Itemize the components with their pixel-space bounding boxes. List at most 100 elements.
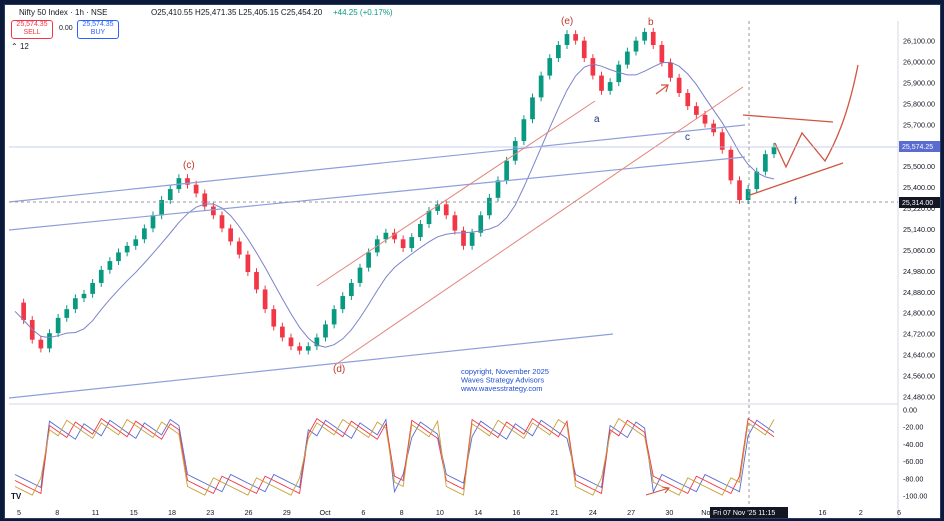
collapse-indicators-button[interactable]: ⌃ 12 [11, 42, 29, 51]
time-tick-label: Nov [701, 508, 714, 517]
candle-body [538, 75, 544, 98]
candle-body [659, 45, 665, 63]
candle-body [400, 239, 406, 249]
time-tick-label: 23 [206, 508, 214, 517]
oscillator-arrow [645, 486, 671, 496]
time-tick-label: Oct [319, 508, 330, 517]
candle-body [392, 232, 397, 240]
candle-body [90, 282, 95, 294]
candle-body [366, 252, 371, 268]
candle-body [763, 154, 768, 172]
candle-body [383, 232, 389, 240]
chart-frame: Nifty 50 Index · 1h · NSE O25,410.55 H25,… [4, 4, 941, 519]
ohlc-readout: O25,410.55 H25,471.35 L25,405.15 C25,454… [151, 8, 323, 17]
candle-body [728, 149, 734, 181]
price-tick-label: 25,060.00 [903, 246, 935, 255]
time-tick-label: 29 [283, 508, 291, 517]
price-tick-label: 26,100.00 [903, 37, 935, 46]
projection-upper-line [742, 114, 834, 123]
candle-body [193, 184, 199, 194]
sell-button[interactable]: 25,574.35 SELL [11, 20, 53, 39]
price-tick-label: 25,800.00 [903, 99, 935, 108]
sell-price: 25,574.35 [16, 21, 48, 28]
time-tick-label: 18 [168, 508, 176, 517]
chevron-up-icon: ⌃ [11, 42, 18, 51]
candle-body [21, 302, 26, 321]
oscillator-tick-label: -100.00 [903, 492, 927, 501]
channel-upper-line [316, 100, 596, 287]
candle-body [668, 62, 673, 78]
crosshair-date-tag-label: Fri 07 Nov '25 11:15 [713, 510, 775, 517]
candle-body [245, 254, 251, 273]
candle-body [236, 241, 242, 255]
candle-body [142, 228, 147, 240]
candle-body [280, 326, 285, 338]
wave-label: f [794, 196, 797, 207]
candle-body [573, 34, 578, 41]
time-tick-label: 2 [859, 508, 863, 517]
candle-body [150, 215, 156, 229]
base-trendline [8, 333, 614, 399]
time-tick-label: 30 [665, 508, 673, 517]
candle-body [547, 58, 553, 76]
candle-body [159, 199, 164, 216]
time-tick-label: 11 [92, 508, 99, 517]
candle-body [167, 189, 173, 200]
candle-body [176, 178, 182, 190]
candle-body [771, 146, 777, 155]
price-axis-panel [898, 5, 940, 518]
candle-body [745, 189, 751, 200]
chart-header: Nifty 50 Index · 1h · NSE O25,410.55 H25,… [19, 8, 393, 17]
time-tick-label: 16 [512, 508, 520, 517]
candle-body [418, 224, 423, 238]
time-tick-label: 26 [245, 508, 253, 517]
candle-body [349, 282, 354, 297]
candle-body [694, 106, 699, 115]
candle-body [262, 289, 268, 310]
candle-body [426, 210, 432, 225]
buy-button[interactable]: 25,574.35 BUY [77, 20, 119, 39]
time-tick-label: 21 [551, 508, 559, 517]
arrow-annotation [655, 84, 669, 95]
price-chart[interactable]: Nifty 50 Index · 1h · NSE O25,410.55 H25,… [5, 5, 940, 518]
candle-body [47, 333, 52, 349]
candle-body [650, 31, 656, 46]
candle-body [331, 309, 337, 325]
candle-body [754, 171, 760, 190]
time-tick-label: 14 [474, 508, 482, 517]
oscillator-tick-label: 0.00 [903, 406, 917, 415]
candle-body [357, 267, 363, 283]
candle-body [564, 34, 570, 46]
time-tick-label: 6 [361, 508, 365, 517]
tradingview-logo: TV [11, 492, 22, 501]
time-tick-label: 8 [400, 508, 404, 517]
candle-body [435, 204, 440, 211]
oscillator-tick-label: -60.00 [903, 457, 923, 466]
candle-body [676, 77, 682, 94]
oscillator-line [14, 417, 775, 495]
candle-body [633, 40, 639, 52]
candle-body [185, 178, 190, 185]
price-tick-label: 24,980.00 [903, 267, 935, 276]
price-tick-label: 25,500.00 [903, 162, 935, 171]
projection-lower-line [749, 162, 844, 196]
candle-body [452, 215, 458, 231]
candle-body [98, 269, 104, 283]
candle-body [590, 58, 596, 76]
candle-body [271, 309, 277, 327]
candle-body [314, 337, 320, 347]
candle-body [219, 215, 225, 229]
buy-label: BUY [90, 29, 106, 36]
candle-body [581, 40, 587, 59]
oscillator-tick-label: -40.00 [903, 440, 923, 449]
candle-body [642, 31, 647, 41]
time-tick-label: 27 [627, 508, 635, 517]
time-tick-label: 16 [818, 508, 826, 517]
price-tick-label: 26,000.00 [903, 57, 935, 66]
candle-body [107, 261, 113, 270]
candle-body [512, 141, 518, 161]
oscillator-line [14, 417, 775, 496]
time-tick-label: 5 [17, 508, 21, 517]
wave-label: (c) [183, 160, 195, 171]
candle-body [305, 346, 311, 351]
